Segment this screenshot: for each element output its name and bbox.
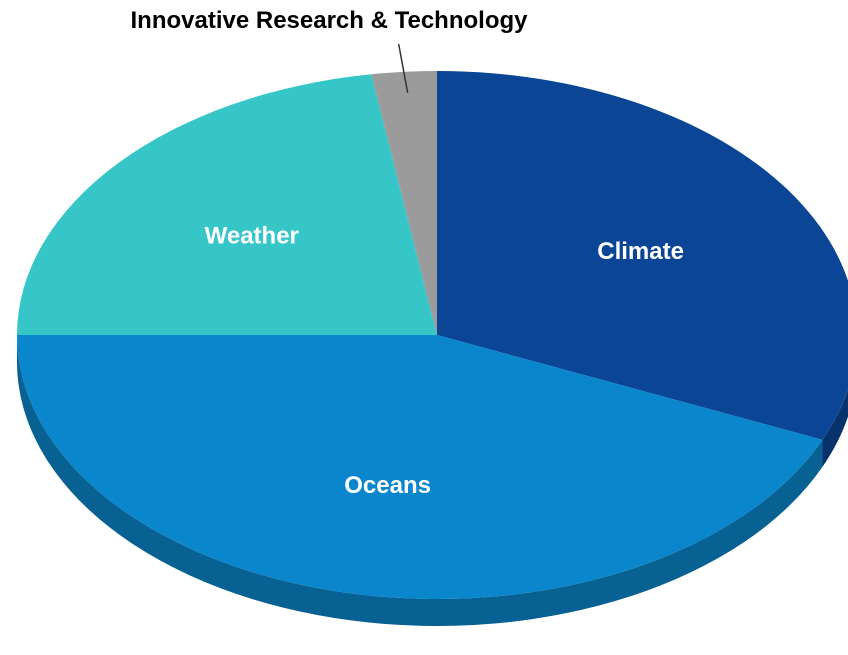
pie-label-innovative-research-and-technology: Innovative Research & Technology [131,7,529,34]
pie-slices [17,71,848,600]
pie-label-oceans: Oceans [344,472,431,499]
pie-slice-oceans [17,335,823,600]
pie-side-climate [822,389,848,467]
pie-slice-weather [17,74,437,335]
pie-leader-line [397,43,409,94]
pie-label-climate: Climate [597,238,684,265]
pie-slice-innovative-research-and-technology [371,71,437,335]
pie-slice-climate [437,71,848,440]
pie-labels: Climate Oceans Weather Innovative Research … [131,7,684,499]
pie-label-weather: Weather [205,223,299,250]
pie-3d-sides [17,335,848,627]
